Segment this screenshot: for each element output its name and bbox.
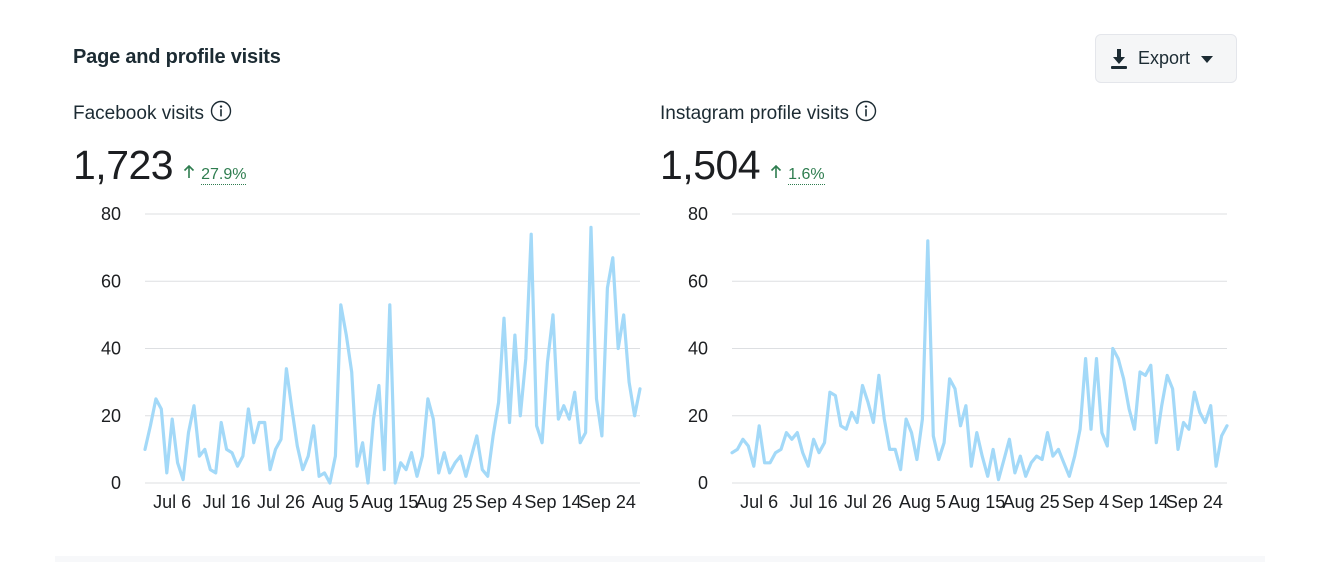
x-tick-label: Sep 4 [1062, 492, 1109, 512]
y-tick-label: 0 [111, 473, 121, 493]
x-tick-label: Sep 14 [1111, 492, 1168, 512]
facebook-visits-total: 1,723 [73, 142, 174, 188]
series-line [730, 239, 1229, 482]
y-tick-label: 0 [698, 473, 708, 493]
y-tick-label: 40 [101, 339, 121, 359]
x-tick-label: Sep 14 [524, 492, 581, 512]
info-icon[interactable] [855, 100, 877, 127]
facebook-visits-chart: 0 20 40 60 80 Jul 6 Jul 16 Jul 26 Aug 5 Aug 15Aug… [101, 204, 642, 512]
x-tick-label: Jul 26 [257, 492, 305, 512]
caret-down-icon [1200, 54, 1214, 64]
y-tick-label: 20 [101, 406, 121, 426]
y-tick-label: 20 [688, 406, 708, 426]
x-tick-label: Jul 6 [153, 492, 191, 512]
section-title: Page and profile visits [73, 46, 281, 68]
x-tick-label: Jul 26 [844, 492, 892, 512]
x-tick-label: Jul 6 [740, 492, 778, 512]
section-divider [55, 556, 1265, 562]
x-tick-label: Sep 4 [475, 492, 522, 512]
delta-percent[interactable]: 1.6% [788, 166, 825, 185]
x-tick-label: Aug 25 [1003, 492, 1060, 512]
facebook-visits-panel: Facebook visits 1,723 27.9% 0 20 40 60 80 Jul… [73, 96, 673, 526]
y-tick-label: 40 [688, 339, 708, 359]
info-icon[interactable] [210, 100, 232, 127]
y-tick-label: 80 [101, 204, 121, 224]
instagram-visits-title: Instagram profile visits [660, 102, 850, 124]
y-tick-label: 60 [688, 271, 708, 291]
download-icon [1110, 48, 1128, 70]
x-tick-label: Sep 24 [579, 492, 636, 512]
export-button[interactable]: Export [1095, 34, 1237, 83]
series-line [143, 225, 642, 485]
x-tick-label: Aug 15 [361, 492, 418, 512]
instagram-visits-chart: 0 20 40 60 80 Jul 6 Jul 16 Jul 26 Aug 5 Aug 15Aug… [688, 204, 1229, 512]
arrow-up-icon [770, 164, 782, 184]
facebook-visits-delta: 27.9% [183, 164, 247, 185]
y-tick-label: 80 [688, 204, 708, 224]
x-tick-label: Aug 25 [416, 492, 473, 512]
instagram-visits-delta: 1.6% [770, 164, 825, 185]
arrow-up-icon [183, 164, 195, 184]
x-tick-label: Aug 5 [899, 492, 946, 512]
facebook-visits-title: Facebook visits [73, 102, 204, 124]
y-tick-label: 60 [101, 271, 121, 291]
x-tick-label: Aug 15 [948, 492, 1005, 512]
delta-percent[interactable]: 27.9% [201, 166, 247, 185]
x-tick-label: Sep 24 [1166, 492, 1223, 512]
x-tick-label: Jul 16 [790, 492, 838, 512]
x-tick-label: Aug 5 [312, 492, 359, 512]
instagram-visits-total: 1,504 [660, 142, 761, 188]
instagram-visits-panel: Instagram profile visits 1,504 1.6% 0 20 4… [660, 96, 1260, 526]
x-tick-label: Jul 16 [203, 492, 251, 512]
export-label: Export [1138, 48, 1191, 68]
